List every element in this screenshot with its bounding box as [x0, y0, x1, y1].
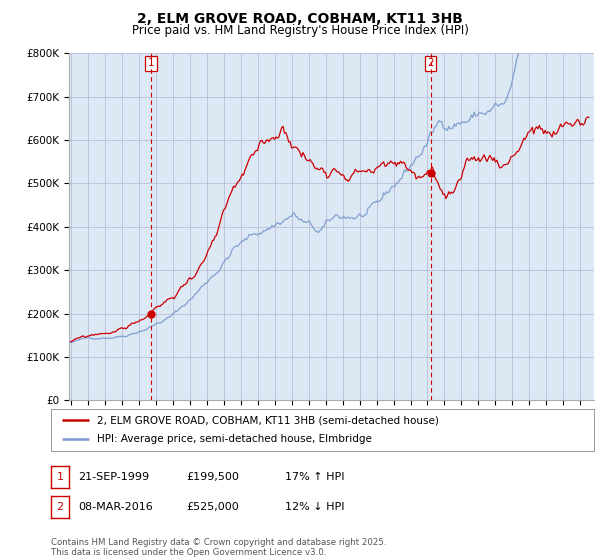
Text: Price paid vs. HM Land Registry's House Price Index (HPI): Price paid vs. HM Land Registry's House …	[131, 24, 469, 36]
Text: HPI: Average price, semi-detached house, Elmbridge: HPI: Average price, semi-detached house,…	[97, 435, 372, 445]
Text: 1: 1	[148, 58, 154, 68]
Text: 2: 2	[56, 502, 64, 512]
Text: 08-MAR-2016: 08-MAR-2016	[78, 502, 153, 512]
Text: 17% ↑ HPI: 17% ↑ HPI	[285, 472, 344, 482]
Text: £525,000: £525,000	[186, 502, 239, 512]
Text: 21-SEP-1999: 21-SEP-1999	[78, 472, 149, 482]
Text: 12% ↓ HPI: 12% ↓ HPI	[285, 502, 344, 512]
Text: 2, ELM GROVE ROAD, COBHAM, KT11 3HB (semi-detached house): 2, ELM GROVE ROAD, COBHAM, KT11 3HB (sem…	[97, 415, 439, 425]
Text: £199,500: £199,500	[186, 472, 239, 482]
Text: 2: 2	[427, 58, 434, 68]
Text: Contains HM Land Registry data © Crown copyright and database right 2025.
This d: Contains HM Land Registry data © Crown c…	[51, 538, 386, 557]
Text: 2, ELM GROVE ROAD, COBHAM, KT11 3HB: 2, ELM GROVE ROAD, COBHAM, KT11 3HB	[137, 12, 463, 26]
Text: 1: 1	[56, 472, 64, 482]
